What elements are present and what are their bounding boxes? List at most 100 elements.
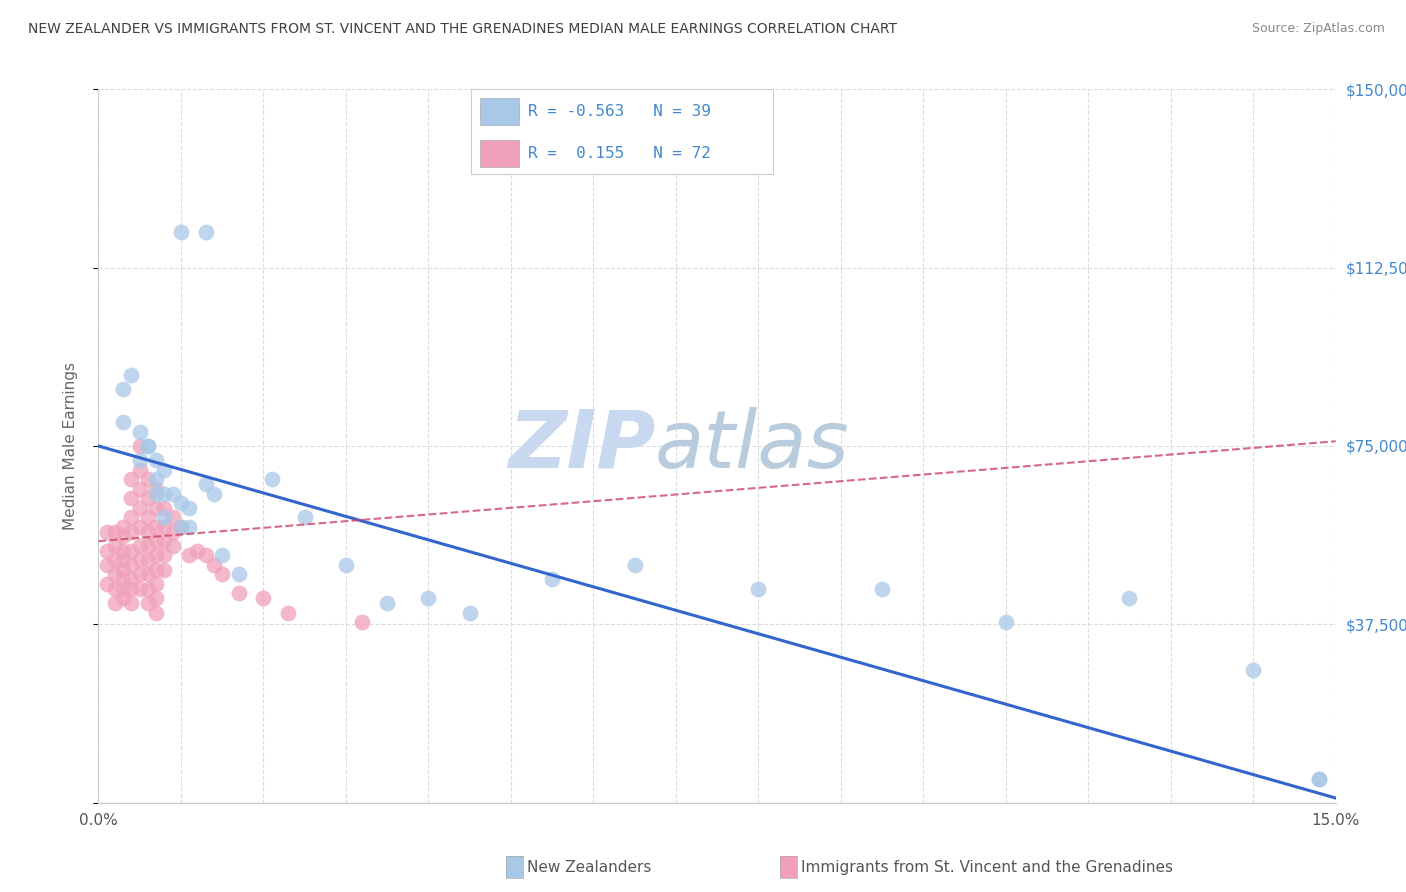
Point [335,558,357,572]
Point [136,510,159,524]
Point [145,520,167,534]
Point [194,477,217,491]
Point [1308,772,1330,786]
Point [136,567,159,582]
Point [128,482,150,496]
Point [153,520,176,534]
Text: ZIP: ZIP [508,407,655,485]
Point [136,539,159,553]
Point [211,549,233,563]
Point [136,524,159,539]
Point [194,225,217,239]
Point [136,439,159,453]
Point [120,596,142,610]
Point [128,463,150,477]
Point [128,582,150,596]
Point [120,582,142,596]
Point [145,472,167,486]
Point [145,482,167,496]
Point [162,510,184,524]
Point [162,539,184,553]
Point [294,510,316,524]
Point [153,510,176,524]
Point [120,558,142,572]
Point [112,382,135,396]
Point [145,563,167,577]
Point [179,500,201,515]
Point [418,591,440,606]
Point [136,596,159,610]
Point [145,500,167,515]
Point [153,486,176,500]
Point [136,553,159,567]
Point [112,553,135,567]
Point [228,567,250,582]
Point [128,439,150,453]
Point [128,567,150,582]
Point [120,472,142,486]
Point [104,539,127,553]
Point [228,586,250,600]
Point [162,486,184,500]
Y-axis label: Median Male Earnings: Median Male Earnings [63,362,77,530]
Point [112,415,135,429]
Text: New Zealanders: New Zealanders [527,860,651,874]
Point [994,615,1017,629]
Point [153,563,176,577]
Point [260,472,283,486]
Point [112,520,135,534]
Point [112,572,135,586]
Text: R = -0.563   N = 39: R = -0.563 N = 39 [529,103,711,119]
Bar [479,140,519,167]
Text: atlas: atlas [655,407,851,485]
Point [153,500,176,515]
Point [96,558,118,572]
Point [112,529,135,543]
Point [128,453,150,467]
Point [145,577,167,591]
Point [120,510,142,524]
Point [145,486,167,500]
Point [128,425,150,439]
Text: Source: ZipAtlas.com: Source: ZipAtlas.com [1251,22,1385,36]
Point [202,558,225,572]
Point [112,582,135,596]
Point [145,453,167,467]
Point [211,567,233,582]
Point [194,549,217,563]
Bar [479,98,519,125]
Point [96,577,118,591]
Point [112,563,135,577]
Point [128,500,150,515]
Point [1118,591,1140,606]
Point [120,543,142,558]
Point [747,582,769,596]
Point [252,591,274,606]
Point [136,472,159,486]
Point [104,567,127,582]
Point [170,225,193,239]
Point [104,582,127,596]
Point [1308,772,1330,786]
Point [1241,663,1264,677]
Point [170,496,193,510]
Point [136,439,159,453]
Point [153,534,176,549]
Point [112,543,135,558]
Point [128,520,150,534]
Point [145,549,167,563]
Point [128,539,150,553]
Point [104,553,127,567]
Point [170,520,193,534]
Point [179,549,201,563]
Point [623,558,645,572]
Point [120,524,142,539]
Point [145,606,167,620]
Point [870,582,893,596]
Point [120,491,142,506]
Point [104,524,127,539]
Point [541,572,564,586]
Point [96,524,118,539]
Point [153,549,176,563]
Point [277,606,299,620]
